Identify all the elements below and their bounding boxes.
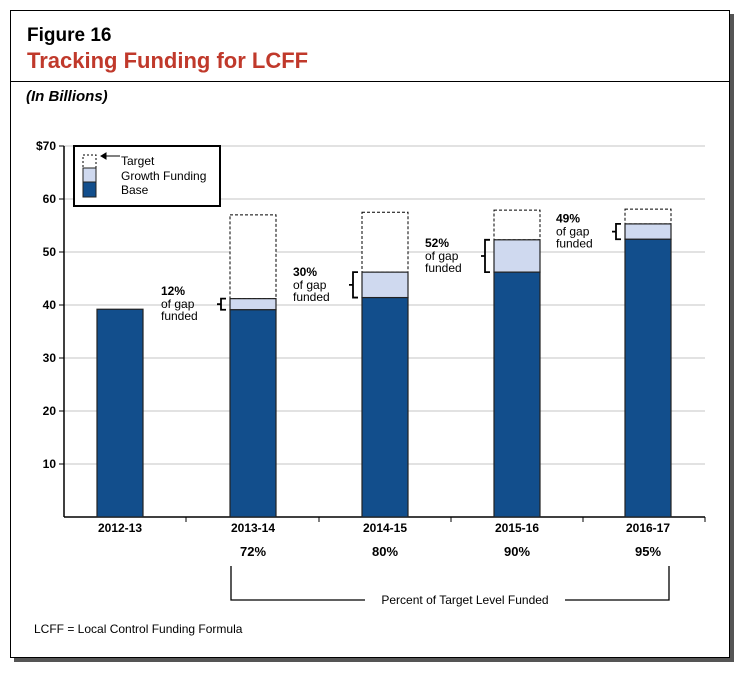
growth-bar-segment	[624, 223, 672, 240]
target-bar-segment	[229, 214, 277, 300]
gap-label-line2: funded	[161, 309, 198, 323]
base-bar-segment	[624, 238, 672, 518]
x-tick-label: 2013-14	[231, 521, 275, 535]
gap-percent-label: 52%	[425, 236, 449, 250]
gap-label-line2: funded	[425, 261, 462, 275]
percent-bracket-label: Percent of Target Level Funded	[381, 593, 548, 607]
y-tick-label: 60	[43, 192, 57, 206]
gap-label-line1: of gap	[293, 278, 327, 292]
y-tick-label: 40	[43, 298, 57, 312]
gap-bracket	[217, 297, 226, 311]
gap-bracket	[481, 238, 490, 274]
gap-bracket	[612, 223, 621, 241]
x-tick-label: 2014-15	[363, 521, 407, 535]
y-tick-label: $70	[36, 139, 56, 153]
gap-percent-label: 49%	[556, 212, 580, 226]
y-tick-label: 30	[43, 351, 57, 365]
legend-swatch-target	[82, 154, 97, 169]
growth-bar-segment	[229, 298, 277, 311]
base-bar-segment	[493, 271, 541, 518]
title-box: Figure 16 Tracking Funding for LCFF	[11, 11, 729, 82]
gap-percent-label: 12%	[161, 284, 185, 298]
percent-funded-label: 72%	[240, 544, 266, 559]
legend-arrow-icon	[100, 152, 120, 160]
gap-percent-label: 30%	[293, 265, 317, 279]
legend-label: Target	[121, 154, 155, 168]
target-bar-segment	[361, 211, 409, 273]
percent-bracket	[230, 566, 670, 601]
figure-number: Figure 16	[27, 25, 112, 46]
base-bar-segment	[96, 308, 144, 518]
x-tick-label: 2016-17	[626, 521, 670, 535]
figure-title: Tracking Funding for LCFF	[27, 48, 309, 73]
y-tick-label: 10	[43, 457, 57, 471]
figure-subtitle: (In Billions)	[26, 88, 108, 105]
percent-funded-label: 95%	[635, 544, 661, 559]
growth-bar-segment	[361, 271, 409, 299]
y-tick-label: 20	[43, 404, 57, 418]
gap-bracket	[349, 271, 358, 299]
footnote: LCFF = Local Control Funding Formula	[34, 622, 243, 636]
y-tick-label: 50	[43, 245, 57, 259]
legend-label: Base	[121, 183, 149, 197]
target-bar-segment	[624, 208, 672, 225]
gap-label-line1: of gap	[556, 225, 590, 239]
growth-bar-segment	[493, 239, 541, 273]
legend-swatch-growth	[82, 167, 97, 183]
gap-label-line1: of gap	[161, 297, 195, 311]
percent-funded-label: 90%	[504, 544, 530, 559]
percent-funded-label: 80%	[372, 544, 398, 559]
target-bar-segment	[493, 209, 541, 241]
base-bar-segment	[361, 296, 409, 518]
gap-label-line1: of gap	[425, 249, 459, 263]
legend-swatch-base	[82, 181, 97, 198]
legend-label: Growth Funding	[121, 169, 206, 183]
gap-label-line2: funded	[293, 290, 330, 304]
x-tick-label: 2015-16	[495, 521, 539, 535]
legend-box	[73, 145, 221, 207]
base-bar-segment	[229, 309, 277, 518]
x-tick-label: 2012-13	[98, 521, 142, 535]
gap-label-line2: funded	[556, 237, 593, 251]
